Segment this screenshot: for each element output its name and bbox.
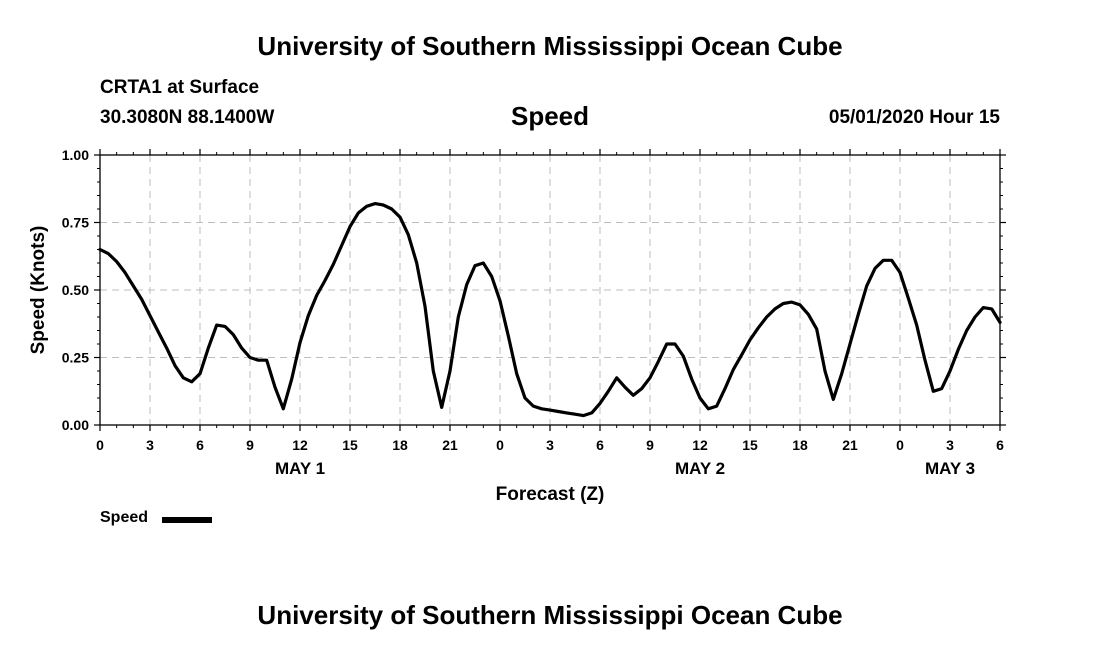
series-layer [98, 202, 1002, 418]
y-tick-label: 0.50 [62, 282, 89, 298]
x-tick-label: 6 [996, 437, 1004, 453]
axes: 0.00 0.25 0.50 0.75 1.00 0 3 6 9 12 15 18 21 0 3 6 9 12 15… [62, 147, 1006, 478]
x-tick-label: 18 [392, 437, 408, 453]
y-axis-label: Speed (Knots) [28, 226, 49, 355]
x-axis-label: Forecast (Z) [496, 484, 605, 505]
legend-swatch [162, 517, 212, 523]
x-tick-label: 6 [596, 437, 604, 453]
speed-series-line [98, 202, 1002, 418]
x-tick-label: 0 [496, 437, 504, 453]
x-tick-label: 0 [896, 437, 904, 453]
x-tick-label: 3 [946, 437, 954, 453]
x-tick-label: 9 [246, 437, 254, 453]
day-label: MAY 2 [675, 459, 725, 478]
top-title: University of Southern Mississippi Ocean… [257, 31, 843, 61]
x-tick-label: 21 [842, 437, 858, 453]
x-tick-label: 18 [792, 437, 808, 453]
y-tick-label: 0.25 [62, 350, 89, 366]
x-tick-label: 6 [196, 437, 204, 453]
forecast-datetime: 05/01/2020 Hour 15 [828, 107, 1000, 128]
station-coordinates: 30.3080N 88.1400W [100, 107, 275, 128]
y-tick-label: 0.00 [62, 417, 89, 433]
day-label: MAY 3 [925, 459, 975, 478]
plot-frame [99, 154, 1001, 426]
chart-title: Speed [510, 101, 590, 131]
legend-label: Speed [100, 509, 149, 526]
bottom-title: University of Southern Mississippi Ocean… [257, 600, 843, 630]
y-tick-label: 0.75 [62, 215, 89, 231]
x-tick-label: 12 [292, 437, 308, 453]
x-tick-label: 3 [146, 437, 154, 453]
x-tick-label: 15 [742, 437, 758, 453]
x-tick-label: 15 [342, 437, 358, 453]
y-tick-label: 1.00 [62, 147, 89, 163]
station-name: CRTA1 at Surface [100, 77, 260, 98]
x-tick-label: 3 [546, 437, 554, 453]
day-label: MAY 1 [275, 459, 325, 478]
x-tick-label: 12 [692, 437, 708, 453]
x-tick-label: 21 [442, 437, 458, 453]
x-tick-label: 9 [646, 437, 654, 453]
x-tick-label: 0 [96, 437, 104, 453]
